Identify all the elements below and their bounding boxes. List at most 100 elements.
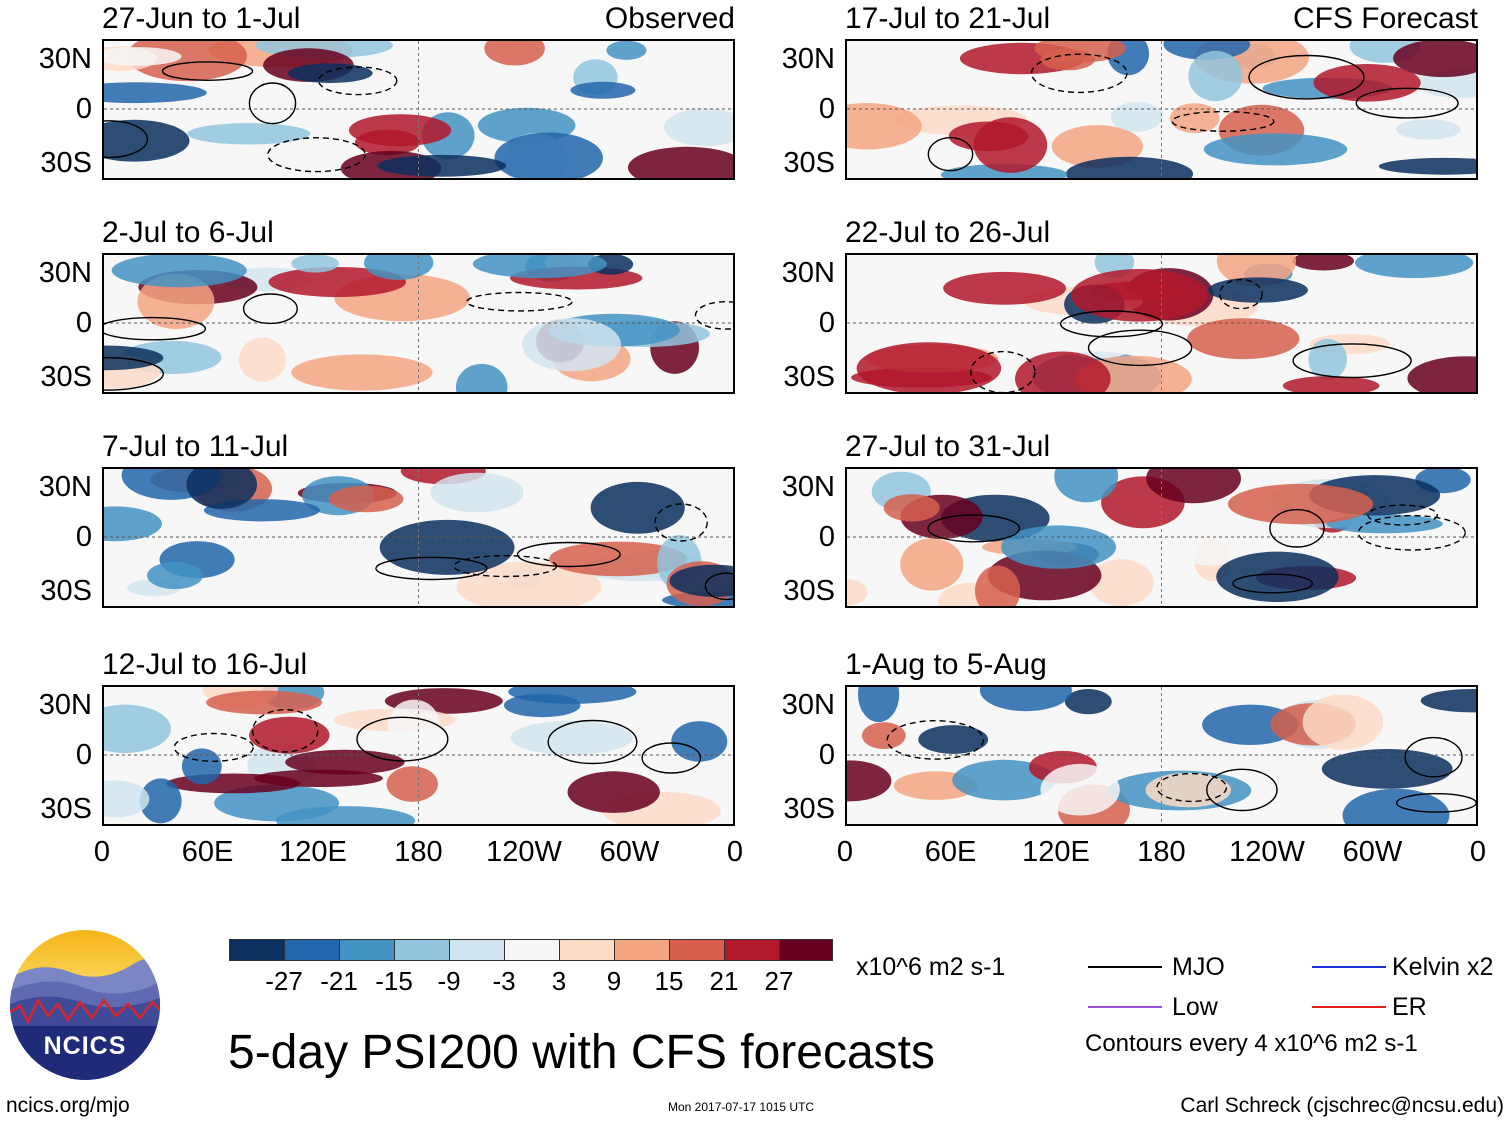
y-tick-label: 0 [818, 521, 835, 553]
anomaly-blob [1054, 469, 1119, 503]
anomaly-blob [1064, 689, 1112, 715]
anomaly-blob [1308, 338, 1347, 381]
anomaly-blob [206, 690, 323, 715]
map-panel [845, 253, 1478, 394]
y-tick-label: 30N [781, 43, 835, 75]
anomaly-blob [590, 481, 685, 534]
map-panel [102, 253, 735, 394]
mjo-contour [1087, 329, 1193, 367]
anomaly-blob [387, 699, 440, 751]
anomaly-blob [1417, 69, 1476, 98]
map-panel [102, 467, 735, 608]
mjo-contour [1355, 87, 1459, 119]
mjo-contour [516, 541, 621, 568]
ncics-logo: NCICS [10, 930, 160, 1080]
anomaly-blob [1015, 351, 1111, 392]
x-tick-label: 180 [1137, 836, 1186, 868]
mjo-contour [704, 572, 733, 601]
map-panel [845, 685, 1478, 826]
y-tick-label: 30S [783, 361, 835, 393]
mjo-contour [104, 357, 164, 391]
panel-title: 1-Aug to 5-Aug [845, 648, 1047, 681]
psi200-anomaly-map [847, 469, 1476, 606]
anomaly-blob [268, 267, 407, 297]
logo-text: NCICS [43, 1032, 127, 1060]
ncics-logo-graphic [10, 930, 160, 1080]
anomaly-blob [979, 687, 1072, 712]
y-tick-label: 30S [783, 147, 835, 179]
anomaly-blob [484, 41, 545, 66]
anomaly-blob [856, 342, 1002, 392]
y-tick-label: 30S [40, 361, 92, 393]
mjo-contour [248, 82, 297, 125]
x-tick-label: 120E [279, 836, 347, 868]
y-tick-label: 0 [818, 93, 835, 125]
panel-title: 27-Jun to 1-Jul [102, 2, 301, 35]
anomaly-blob [377, 154, 507, 177]
panel-title: 7-Jul to 11-Jul [102, 430, 289, 463]
anomaly-blob [104, 704, 171, 753]
anomaly-blob [355, 129, 420, 156]
mjo-contour [970, 350, 1036, 392]
anomaly-blob [291, 354, 433, 391]
mjo-contour [1292, 343, 1412, 379]
y-tick-label: 30S [40, 147, 92, 179]
mjo-contour [1269, 508, 1325, 548]
x-tick-label: 60W [1342, 836, 1403, 868]
map-panel [102, 39, 735, 180]
mjo-contour [173, 732, 255, 762]
legend-line-er [1312, 1006, 1386, 1008]
anomaly-blob [139, 778, 182, 824]
legend-line-mjo [1088, 966, 1162, 968]
anomaly-blob [1208, 277, 1308, 303]
x-tick-label: 120W [486, 836, 562, 868]
anomaly-blob [186, 469, 257, 509]
anomaly-blob [510, 720, 633, 755]
y-tick-label: 0 [75, 521, 92, 553]
y-tick-label: 30S [40, 575, 92, 607]
mjo-contour [104, 120, 149, 159]
mjo-contour [242, 293, 298, 325]
panel-title: 2-Jul to 6-Jul [102, 216, 274, 249]
mjo-contour [927, 514, 1021, 543]
anomaly-blob [943, 271, 1067, 305]
y-tick-label: 0 [818, 739, 835, 771]
anomaly-blob [1040, 763, 1120, 816]
map-panel [102, 685, 735, 826]
mjo-contour [267, 137, 366, 173]
map-panel [845, 39, 1478, 180]
mjo-contour [1232, 573, 1313, 594]
website-link[interactable]: ncics.org/mjo [6, 1094, 130, 1117]
y-tick-label: 30N [38, 43, 92, 75]
psi200-anomaly-map [104, 255, 733, 392]
anomaly-blob [1302, 694, 1384, 750]
anomaly-blob [975, 565, 1021, 606]
anomaly-blob [567, 771, 660, 813]
anomaly-blob [1145, 772, 1231, 808]
anomaly-blob [111, 255, 247, 288]
y-tick-label: 0 [75, 307, 92, 339]
anomaly-blob [1187, 318, 1300, 360]
colorbar-tick: 27 [764, 966, 794, 996]
mjo-contour [1059, 310, 1164, 338]
colorbar-tick: 9 [606, 966, 622, 996]
psi200-anomaly-map [847, 687, 1476, 824]
colorbar-tick: 15 [654, 966, 684, 996]
anomaly-blob [883, 494, 940, 522]
colorbar-swatch [724, 939, 780, 961]
colorbar-tick: -3 [492, 966, 516, 996]
anomaly-blob [627, 691, 696, 728]
anomaly-blob [1188, 50, 1243, 102]
y-tick-label: 30N [38, 471, 92, 503]
anomaly-blob [104, 345, 164, 371]
anomaly-blob [1052, 309, 1146, 359]
mjo-contour [1218, 278, 1263, 310]
y-tick-label: 30N [781, 257, 835, 289]
anomaly-blob [238, 337, 286, 382]
anomaly-blob [147, 561, 203, 590]
anomaly-blob [104, 47, 182, 66]
mjo-contour [375, 556, 488, 581]
colorbar-swatch [504, 939, 560, 961]
anomaly-blob [288, 63, 373, 83]
colorbar-tick: -15 [375, 966, 413, 996]
